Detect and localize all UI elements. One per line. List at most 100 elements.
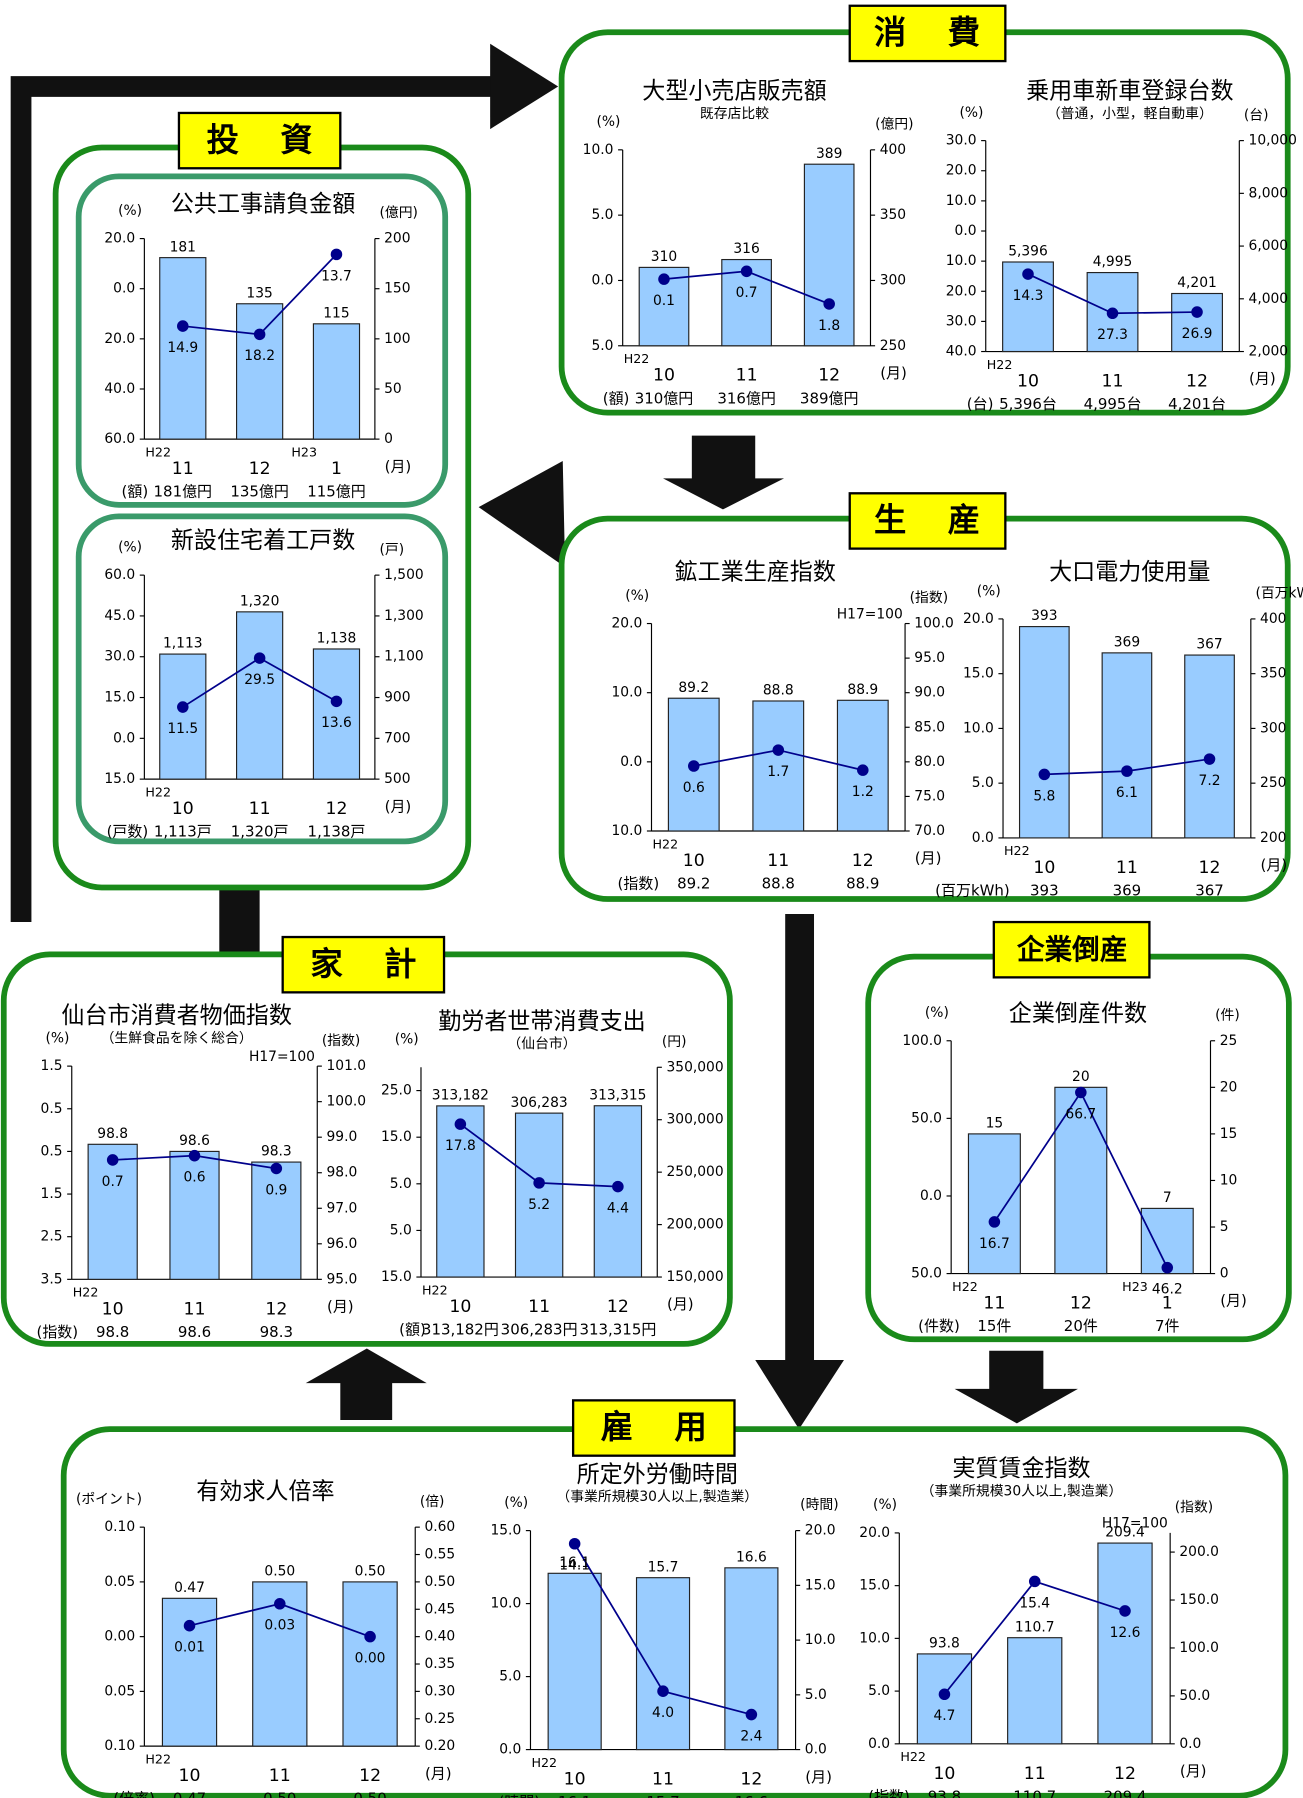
bar-value-label: 98.6 bbox=[179, 1133, 210, 1149]
bar bbox=[342, 1581, 398, 1747]
point bbox=[823, 298, 835, 310]
point-value-label: 27.3 bbox=[1097, 327, 1128, 343]
bar-value-label: 15.7 bbox=[648, 1559, 679, 1575]
section-label: 家計 bbox=[310, 945, 458, 983]
point-value-label: 5.2 bbox=[528, 1197, 550, 1213]
era-label: H22 bbox=[145, 1751, 171, 1766]
bar-value-label: 209.4 bbox=[1105, 1525, 1145, 1541]
bar-value-label: 313,182 bbox=[432, 1088, 489, 1104]
y2-tick-label: 0.20 bbox=[424, 1738, 455, 1754]
table-value: 88.8 bbox=[762, 875, 795, 893]
bar-value-label: 15 bbox=[986, 1116, 1004, 1132]
era-label: H22 bbox=[145, 444, 171, 459]
x-unit: (月) bbox=[915, 849, 942, 867]
table-value: 115億円 bbox=[307, 483, 366, 501]
era-label: H22 bbox=[653, 836, 679, 851]
y-tick-label: 5.0 bbox=[868, 1683, 890, 1699]
x-tick-label: 11 bbox=[1024, 1764, 1046, 1784]
bar-value-label: 5,396 bbox=[1008, 244, 1048, 260]
y-tick-label: 0.0 bbox=[499, 1742, 521, 1758]
table-value: 98.8 bbox=[96, 1323, 129, 1341]
y2-tick-label: 96.0 bbox=[326, 1236, 357, 1252]
bar bbox=[752, 700, 805, 832]
section-labels: 消費 投資 生産 家計 企業倒産 雇用 bbox=[177, 4, 1151, 1457]
y2-axis-label: (億円) bbox=[379, 205, 417, 221]
era-label: H22 bbox=[900, 1749, 926, 1764]
x-tick-label: 11 bbox=[1116, 858, 1138, 878]
y-tick-label: 20.0 bbox=[946, 163, 977, 179]
section-label: 投資 bbox=[207, 121, 355, 159]
y-tick-label: 0.0 bbox=[113, 281, 135, 297]
y2-axis-label: (指数) bbox=[910, 590, 948, 606]
table-value: 181億円 bbox=[154, 483, 213, 501]
point bbox=[1106, 307, 1119, 320]
table-value: 0.50 bbox=[263, 1790, 296, 1798]
y2-tick-label: 100 bbox=[384, 331, 410, 347]
y2-tick-label: 101.0 bbox=[326, 1058, 366, 1074]
y-tick-label: 15.0 bbox=[104, 771, 135, 787]
x-tick-label: 10 bbox=[102, 1299, 124, 1319]
y2-tick-label: 0.30 bbox=[424, 1683, 455, 1699]
point bbox=[454, 1118, 467, 1130]
table-value: 0.50 bbox=[353, 1790, 386, 1798]
bar-value-label: 98.3 bbox=[261, 1144, 292, 1160]
point-value-label: 0.01 bbox=[174, 1640, 205, 1656]
y-tick-label: 15.0 bbox=[490, 1523, 521, 1539]
y-tick-label: 3.5 bbox=[41, 1271, 63, 1287]
y-tick-label: 30.0 bbox=[946, 133, 977, 149]
y-tick-label: 25.0 bbox=[381, 1083, 412, 1099]
era-label: H22 bbox=[987, 357, 1013, 372]
point-value-label: 5.8 bbox=[1033, 788, 1055, 804]
point bbox=[772, 744, 785, 756]
era-label: H22 bbox=[145, 784, 171, 799]
y-tick-label: 0.0 bbox=[591, 272, 613, 288]
point-value-label: 14.9 bbox=[167, 340, 198, 356]
x-unit: (月) bbox=[667, 1295, 694, 1313]
bar-value-label: 88.8 bbox=[763, 683, 794, 699]
y2-axis-label: (件) bbox=[1215, 1007, 1240, 1023]
x-tick-label: 12 bbox=[1114, 1764, 1136, 1784]
point-value-label: 29.5 bbox=[244, 672, 275, 688]
point bbox=[330, 695, 343, 708]
point-value-label: 4.4 bbox=[607, 1201, 629, 1217]
y-tick-label: 15.0 bbox=[104, 690, 135, 706]
point-value-label: 14.1 bbox=[559, 1558, 590, 1574]
bar-value-label: 4,995 bbox=[1093, 254, 1133, 270]
bar-value-label: 181 bbox=[170, 239, 196, 255]
point-value-label: 0.6 bbox=[184, 1170, 206, 1186]
point-value-label: 14.3 bbox=[1013, 288, 1044, 304]
chart-title: 大型小売店販売額 bbox=[642, 79, 826, 105]
y-tick-label: 10.0 bbox=[611, 685, 642, 701]
table-value: 1,113戸 bbox=[154, 823, 212, 841]
chart-title: 公共工事請負金額 bbox=[171, 192, 355, 218]
y-tick-label: 5.0 bbox=[390, 1176, 412, 1192]
bar bbox=[724, 1567, 779, 1751]
x-tick-label: 12 bbox=[607, 1297, 629, 1317]
table-value: 369 bbox=[1113, 881, 1142, 899]
chart-subtitle: （事業所規模30人以上,製造業） bbox=[556, 1489, 758, 1505]
table-label: (指数) bbox=[618, 875, 660, 893]
x-tick-label: 10 bbox=[1017, 371, 1039, 391]
y2-axis-label: (倍) bbox=[420, 1494, 445, 1510]
table-value: 15件 bbox=[977, 1317, 1011, 1335]
point-value-label: 66.7 bbox=[1065, 1106, 1096, 1122]
annotation: H17=100 bbox=[249, 1049, 315, 1065]
x-tick-label: 12 bbox=[1186, 371, 1208, 391]
point-value-label: 1.2 bbox=[852, 784, 874, 800]
point bbox=[857, 764, 869, 776]
table-label: (百万kWh) bbox=[935, 881, 1010, 899]
point bbox=[938, 1688, 951, 1701]
y-axis-label: (%) bbox=[625, 588, 649, 604]
bar bbox=[1184, 654, 1235, 839]
x-tick-label: 11 bbox=[767, 851, 789, 871]
bar-value-label: 4,201 bbox=[1177, 275, 1217, 291]
y-axis-label: (%) bbox=[925, 1005, 949, 1021]
table-value: 1,138戸 bbox=[308, 823, 366, 841]
y2-tick-label: 5.0 bbox=[805, 1687, 827, 1703]
y-axis-label: (%) bbox=[395, 1032, 419, 1048]
point bbox=[274, 1598, 286, 1610]
point bbox=[1121, 765, 1133, 777]
bar bbox=[159, 257, 207, 440]
bar bbox=[1097, 1542, 1153, 1745]
bar-value-label: 393 bbox=[1031, 608, 1057, 624]
